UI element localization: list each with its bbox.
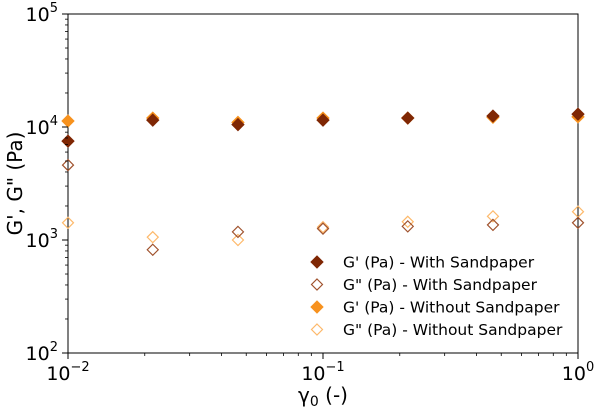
legend: G' (Pa) - With Sandpaper G" (Pa) - With S…	[310, 254, 563, 339]
legend-marker-4	[310, 323, 324, 336]
marker-series-4	[316, 220, 330, 234]
marker-series-1	[61, 134, 75, 148]
y-tick-exponent: 5	[50, 1, 58, 16]
x-tick-label: 100	[562, 360, 594, 385]
y-tick-exponent: 4	[50, 114, 58, 129]
data-markers	[61, 107, 585, 257]
marker-series-3	[61, 114, 75, 128]
x-tick-base: 10	[301, 363, 325, 385]
marker-series-2	[401, 220, 415, 233]
y-tick-label: 103	[26, 227, 58, 252]
marker-series-4	[146, 230, 160, 244]
legend-label-2: G" (Pa) - With Sandpaper	[343, 276, 538, 294]
marker-series-1	[571, 107, 585, 121]
x-axis-label-tail: (-)	[319, 383, 348, 407]
legend-label-1: G' (Pa) - With Sandpaper	[343, 254, 535, 272]
axis-labels: γ0 (-) G', G" (Pa)	[3, 132, 348, 409]
marker-series-2	[316, 222, 330, 236]
y-tick-base: 10	[26, 230, 50, 252]
x-tick-exponent: −1	[326, 360, 345, 375]
y-tick-exponent: 2	[50, 340, 58, 355]
legend-label-4: G" (Pa) - Without Sandpaper	[343, 321, 563, 339]
marker-series-1	[146, 113, 160, 127]
marker-series-1	[231, 117, 245, 132]
marker-series-2	[61, 158, 75, 172]
y-tick-base: 10	[26, 117, 50, 139]
x-axis-label-main: γ	[298, 383, 310, 407]
x-tick-base: 10	[46, 363, 70, 385]
y-tick-base: 10	[26, 343, 50, 365]
legend-marker-2	[310, 278, 324, 291]
x-axis-label-sub: 0	[310, 394, 319, 409]
marker-series-4	[231, 233, 245, 247]
marker-series-4	[401, 215, 415, 229]
marker-series-1	[486, 109, 500, 123]
x-axis-label: γ0 (-)	[298, 383, 348, 409]
legend-marker-1	[310, 255, 324, 269]
marker-series-4	[61, 216, 75, 230]
x-tick-label: 10−1	[301, 360, 344, 385]
marker-series-2	[231, 225, 245, 239]
marker-series-2	[486, 218, 500, 232]
y-axis-label: G', G" (Pa)	[3, 132, 27, 236]
x-tick-exponent: −2	[71, 360, 90, 375]
x-tick-base: 10	[562, 363, 586, 385]
marker-series-2	[571, 216, 585, 230]
marker-series-1	[316, 113, 330, 127]
y-tick-base: 10	[26, 4, 50, 26]
legend-label-3: G' (Pa) - Without Sandpaper	[343, 299, 560, 317]
y-tick-label: 105	[26, 1, 58, 26]
marker-series-1	[401, 111, 415, 125]
marker-series-4	[486, 209, 500, 223]
y-tick-label: 104	[26, 114, 58, 139]
legend-marker-3	[310, 300, 324, 314]
y-tick-label: 102	[26, 340, 58, 365]
x-tick-label: 10−2	[46, 360, 89, 385]
marker-series-2	[146, 243, 160, 257]
y-tick-exponent: 3	[50, 227, 58, 242]
x-tick-exponent: 0	[586, 360, 594, 375]
